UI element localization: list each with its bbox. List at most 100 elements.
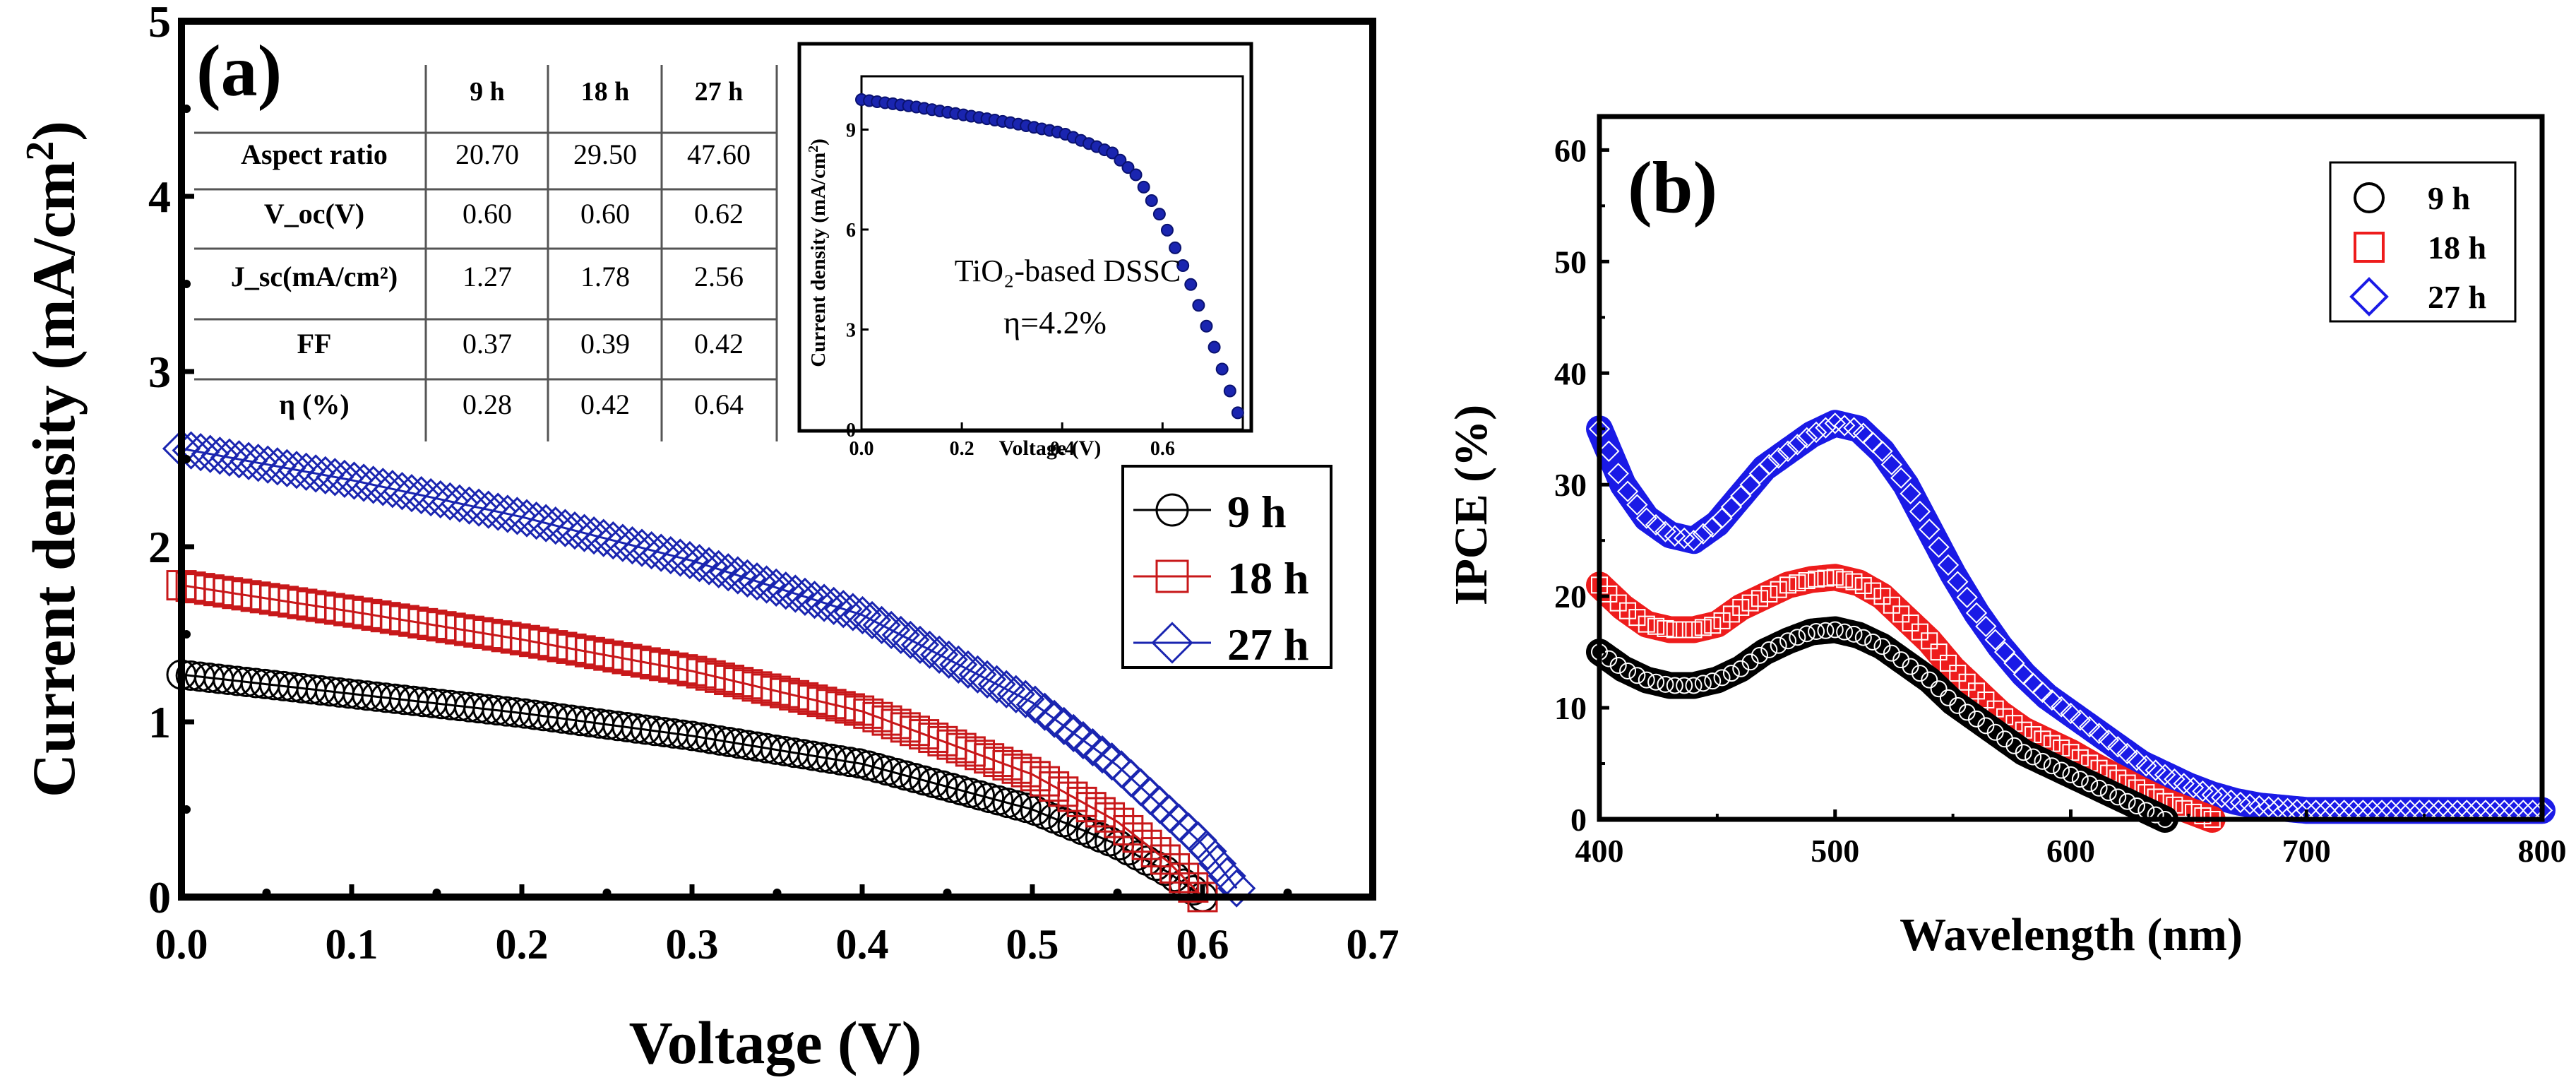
x-tick-label: 0.6	[1176, 921, 1229, 968]
data-point	[948, 650, 987, 689]
panel-b-ticks: 400 500 600 700 800 0 10 20 30 40 50 60	[1554, 132, 2567, 869]
inset-x-tick-label: 0.2	[950, 438, 974, 460]
data-point	[1824, 413, 1846, 434]
data-point	[1039, 771, 1070, 802]
panel-b-legend: 9 h 18 h 27 h	[2329, 161, 2517, 323]
panel-a-y-axis-title-main: Current density (mA/cm	[20, 161, 88, 797]
data-point	[977, 665, 1016, 704]
data-point	[670, 540, 710, 580]
data-point	[1169, 862, 1200, 894]
inset-ticks: 0.0 0.2 0.4 0.6 0 3 6 9	[846, 119, 1175, 460]
panel-a-y-axis-title-sup: 2	[18, 141, 62, 161]
legend-label: 9 h	[2428, 180, 2470, 216]
inset-data-point	[1223, 384, 1236, 398]
inset-data-point	[1200, 319, 1213, 333]
data-point	[1864, 582, 1882, 600]
data-point	[1789, 574, 1806, 592]
data-point	[1044, 706, 1083, 745]
inset-plot-area	[860, 75, 1244, 431]
data-point	[1178, 872, 1209, 903]
data-point	[1845, 573, 1863, 590]
table-cell: 0.60	[580, 198, 630, 230]
data-point	[1808, 570, 1825, 588]
data-point	[2125, 749, 2148, 771]
data-point	[2147, 806, 2164, 824]
data-point	[1958, 704, 1976, 721]
inset-annotation-line2: η=4.2%	[1003, 304, 1107, 340]
data-point	[2118, 793, 2136, 810]
data-point	[1892, 651, 1910, 669]
data-point	[1817, 569, 1835, 587]
data-point	[1900, 482, 1921, 504]
data-point	[1854, 629, 1872, 646]
table-cell: 2.56	[694, 261, 744, 292]
inset-annotation-line1: TiO₂-based DSSC	[955, 254, 1181, 288]
data-point	[910, 630, 949, 669]
data-point	[1854, 576, 1872, 594]
inset-x-tick-label: 0.6	[1150, 438, 1175, 460]
data-point	[1919, 518, 1940, 540]
data-point	[1741, 594, 1759, 612]
data-point	[1937, 554, 1960, 576]
inset-x-axis-title: Voltage (V)	[999, 437, 1102, 460]
inset-data-point	[1129, 168, 1143, 182]
legend-item-9h: 9 h	[2354, 180, 2470, 216]
inset-y-tick-label: 6	[846, 220, 856, 242]
table-row-label: Aspect ratio	[241, 138, 388, 170]
x-tick-label: 0.4	[836, 921, 889, 968]
y-minor-tick	[182, 805, 191, 814]
data-point	[1798, 572, 1815, 590]
panel-b-x-axis-title: Wavelength (nm)	[1900, 909, 2243, 961]
legend-marker	[1155, 559, 1189, 593]
panel-b-curves	[1586, 410, 2556, 833]
data-point	[1779, 632, 1796, 650]
data-point	[1902, 615, 1919, 632]
y-tick-label: 1	[148, 697, 171, 747]
data-point	[891, 620, 930, 660]
data-point	[1073, 728, 1112, 767]
legend-label: 9 h	[1227, 487, 1287, 537]
y-minor-tick	[182, 455, 191, 463]
data-point	[1909, 500, 1931, 523]
series-line-18h	[181, 584, 1204, 898]
data-point	[1789, 629, 1806, 646]
data-point	[2090, 779, 2108, 797]
data-point	[1930, 680, 1948, 698]
data-point	[843, 595, 882, 635]
data-point	[2107, 736, 2129, 758]
data-point	[1217, 869, 1256, 908]
data-point	[1958, 673, 1976, 691]
data-point	[1025, 692, 1064, 731]
panel-a-x-axis-title: Voltage (V)	[629, 1009, 922, 1076]
inset-y-axis-title: Current density (mA/cm2)	[806, 138, 830, 367]
data-point	[1986, 723, 2004, 741]
data-point	[776, 574, 815, 613]
data-point	[1647, 673, 1665, 691]
data-point	[2128, 797, 2145, 815]
x-tick-label: 700	[2282, 833, 2331, 869]
inset-y-tick-label: 3	[846, 319, 856, 341]
table-cell: 0.42	[580, 388, 630, 420]
data-point	[2220, 789, 2242, 811]
data-point	[814, 586, 853, 625]
data-point	[1758, 453, 1780, 475]
table-cell: 0.37	[463, 328, 512, 360]
table-cell: 20.70	[455, 138, 519, 170]
legend-marker	[1151, 622, 1193, 664]
parameter-table: 9 h 18 h 27 h Aspect ratio 20.70 29.50 47.60 V_…	[194, 65, 778, 441]
data-point	[1609, 657, 1627, 675]
y-tick-label: 50	[1554, 244, 1587, 280]
data-point	[1777, 440, 1799, 462]
data-point	[1054, 713, 1093, 753]
panel-a-label: (a)	[196, 30, 282, 112]
data-point	[1711, 507, 1733, 529]
table-cell: 1.27	[463, 261, 512, 292]
data-point	[1864, 633, 1882, 651]
legend-item-9h: 9 h	[1133, 487, 1287, 537]
data-point	[1826, 569, 1844, 586]
y-tick-label: 4	[148, 172, 171, 222]
x-tick-label: 600	[2046, 833, 2095, 869]
y-tick-label: 3	[148, 347, 171, 397]
x-tick-label: 400	[1575, 833, 1624, 869]
data-point	[1770, 636, 1787, 654]
